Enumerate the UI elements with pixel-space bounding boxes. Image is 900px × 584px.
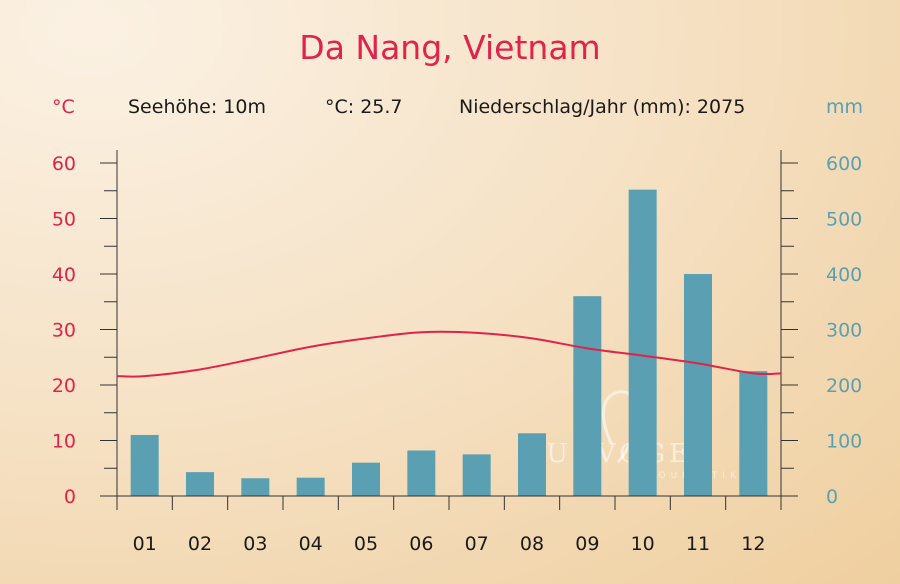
x-tick-label: 10 [631, 533, 655, 555]
chart-axes [100, 150, 798, 510]
left-tick-label: 20 [52, 375, 76, 397]
left-tick-label: 0 [64, 486, 76, 508]
x-tick-label: 08 [520, 533, 544, 555]
right-tick-label: 100 [826, 431, 862, 453]
precipitation-bar [628, 189, 657, 496]
x-tick-label: 03 [243, 533, 267, 555]
temperature-line [116, 330, 782, 378]
precipitation-bar [407, 450, 436, 496]
left-tick-label: 10 [52, 431, 76, 453]
precipitation-bar [130, 434, 159, 496]
x-tick-label: 01 [133, 533, 157, 555]
chart-title: Da Nang, Vietnam [299, 28, 601, 67]
left-tick-label: 40 [52, 264, 76, 286]
precipitation-bar [739, 371, 768, 496]
right-tick-label: 600 [826, 153, 862, 175]
average-temperature-label: °C: 25.7 [325, 96, 403, 118]
precipitation-bar [684, 274, 712, 496]
x-tick-label: 12 [741, 533, 765, 555]
x-tick-label: 05 [354, 533, 378, 555]
annual-precipitation-label: Niederschlag/Jahr (mm): 2075 [459, 96, 746, 118]
x-tick-label: 09 [575, 533, 599, 555]
x-tick-label: 02 [188, 533, 212, 555]
x-tick-label: 11 [686, 533, 710, 555]
right-tick-label: 0 [826, 486, 838, 508]
x-tick-label: 06 [409, 533, 433, 555]
x-tick-label: 07 [465, 533, 489, 555]
right-tick-label: 500 [826, 209, 862, 231]
x-tick-label: 04 [299, 533, 323, 555]
right-tick-label: 300 [826, 320, 862, 342]
precipitation-bar [241, 478, 270, 496]
left-tick-label: 60 [52, 153, 76, 175]
watermark-brand: ZUGVOGEL [524, 439, 713, 469]
right-tick-label: 200 [826, 375, 862, 397]
precipitation-bar [462, 454, 491, 496]
right-tick-label: 400 [826, 264, 862, 286]
precipitation-bar [186, 472, 214, 496]
precipitation-bar [296, 477, 325, 496]
precipitation-bars [130, 189, 768, 496]
right-axis-unit: mm [826, 96, 864, 118]
left-axis-unit: °C [52, 96, 75, 118]
left-tick-label: 30 [52, 320, 76, 342]
elevation-label: Seehöhe: 10m [128, 96, 266, 118]
left-tick-label: 50 [52, 209, 76, 231]
precipitation-bar [518, 433, 546, 496]
precipitation-bar [573, 296, 602, 496]
precipitation-bar [352, 462, 380, 496]
